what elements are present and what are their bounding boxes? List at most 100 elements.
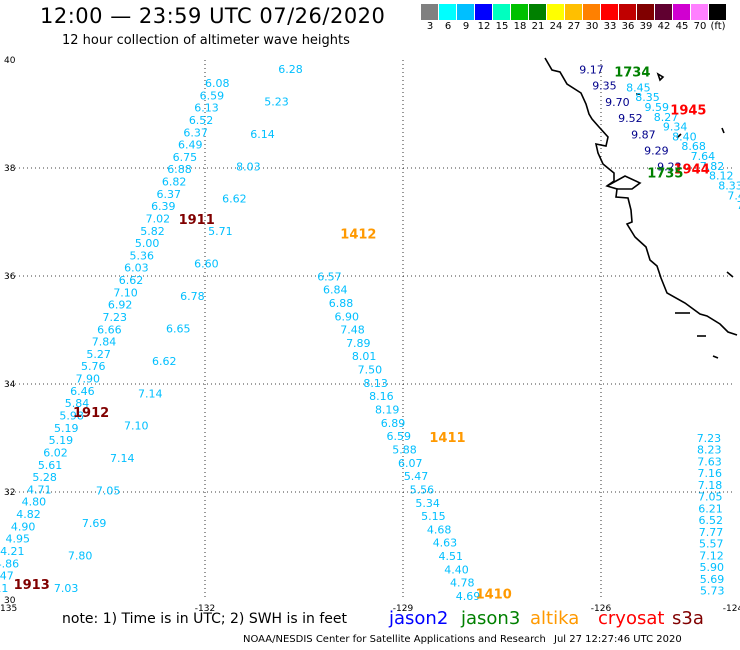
wave-height-label: 7.63 xyxy=(697,455,722,468)
pass-time-label: 1734 xyxy=(614,66,650,81)
wave-height-label: 5.61 xyxy=(38,459,63,472)
wave-height-label: 6.62 xyxy=(119,274,144,287)
wave-height-label: 6.62 xyxy=(222,193,247,206)
pass-time-label: 1911 xyxy=(179,213,215,228)
wave-height-label: 5.84 xyxy=(65,397,90,410)
wave-height-label: 8.23 xyxy=(697,444,722,457)
wave-height-label: 8.27 xyxy=(654,111,679,124)
color-scale-swatch xyxy=(565,4,582,20)
inland-mark-d xyxy=(726,271,734,278)
wave-height-label: 4.82 xyxy=(16,508,40,521)
wave-height-label: 5.28 xyxy=(32,471,57,484)
jason3-track-b: 6.086.596.136.526.376.496.756.886.826.37… xyxy=(0,77,230,595)
wave-height-label: 5.27 xyxy=(86,348,111,361)
wave-height-label: 6.59 xyxy=(200,89,225,102)
wave-height-label: 6.07 xyxy=(398,457,423,470)
wave-height-label: 7.48 xyxy=(340,324,365,337)
wave-height-label: 8.33 xyxy=(718,179,740,192)
lat-tick-label: 30 xyxy=(4,596,16,606)
wave-height-label: 9.17 xyxy=(579,64,604,77)
wave-height-label: 4.71 xyxy=(27,483,52,496)
wave-height-label: 4.69 xyxy=(456,590,481,603)
mission-legend-jason2: jason2 xyxy=(389,608,449,629)
wave-height-label: 6.52 xyxy=(189,114,214,127)
wave-height-label: 7.82 xyxy=(700,160,725,173)
wave-height-label: 6.03 xyxy=(124,262,149,275)
color-scale-tick: (ft) xyxy=(710,21,726,32)
mission-legend-s3a: s3a xyxy=(672,608,704,629)
wave-height-label: 6.88 xyxy=(167,163,192,176)
wave-height-label: 4.51 xyxy=(438,550,463,563)
jason3-track-d: 8.458.359.598.279.348.408.687.647.828.12… xyxy=(626,81,740,212)
wave-height-label: 6.37 xyxy=(156,188,181,201)
inland-mark-b xyxy=(676,133,682,139)
wave-height-label: 6.59 xyxy=(387,430,412,443)
wave-height-label: 6.21 xyxy=(698,502,723,515)
coastline xyxy=(544,57,738,359)
wave-height-label: 7.03 xyxy=(54,582,79,595)
wave-height-label: 8.68 xyxy=(681,140,706,153)
color-scale-swatch xyxy=(691,4,708,20)
wave-height-label: 7.02 xyxy=(146,212,171,225)
wave-height-label: 6.84 xyxy=(323,284,348,297)
wave-height-label: 7.73 xyxy=(737,199,740,212)
wave-height-label: 4.90 xyxy=(11,520,36,533)
pass-time-label: 1410 xyxy=(476,587,512,602)
wave-height-label: 9.87 xyxy=(631,128,656,141)
color-scale-swatch xyxy=(709,4,726,20)
wave-height-label: 5.90 xyxy=(699,561,724,574)
credit-text: NOAA/NESDIS Center for Satellite Applica… xyxy=(243,634,546,645)
pass-time-label: 1944 xyxy=(674,162,710,177)
lat-tick-label: 38 xyxy=(4,164,16,174)
mission-legend-jason3: jason3 xyxy=(461,608,521,629)
wave-height-label: 5.71 xyxy=(208,225,233,238)
wave-height-label: 4.78 xyxy=(450,577,475,590)
color-scale-tick: 39 xyxy=(639,21,653,32)
wave-height-label: 4.95 xyxy=(5,533,30,546)
wave-height-label: 5.56 xyxy=(410,483,435,496)
inland-mark-c xyxy=(721,127,725,134)
wave-height-label: 6.92 xyxy=(108,299,132,312)
wave-height-label: 8.16 xyxy=(369,390,394,403)
color-scale-swatch xyxy=(511,4,528,20)
wave-height-label: 4.21 xyxy=(0,545,25,558)
wave-height-label: 9.34 xyxy=(663,121,688,134)
wave-height-label: 7.10 xyxy=(113,286,138,299)
generated-timestamp: Jul 27 12:27:46 UTC 2020 xyxy=(554,634,682,645)
color-scale-swatch xyxy=(583,4,600,20)
wave-height-label: 6.75 xyxy=(173,151,198,164)
wave-height-label: 5.23 xyxy=(264,95,289,108)
wave-height-label: 7.69 xyxy=(82,517,107,530)
wave-height-label: 4.47 xyxy=(0,570,14,583)
color-scale-tick: 27 xyxy=(567,21,581,32)
wave-height-label: 7.89 xyxy=(346,337,371,350)
wave-height-label: 9.35 xyxy=(592,80,617,93)
wave-height-label: 6.65 xyxy=(166,322,191,335)
color-scale-tick: 24 xyxy=(549,21,563,32)
wave-height-label: 6.39 xyxy=(151,200,176,213)
footer-note: note: 1) Time is in UTC; 2) SWH is in fe… xyxy=(62,611,348,627)
color-scale-swatch xyxy=(673,4,690,20)
color-scale-tick: 18 xyxy=(513,21,527,32)
lon-tick-label: -124 xyxy=(723,604,740,614)
wave-height-label: 7.90 xyxy=(76,373,101,386)
lat-lon-grid xyxy=(7,60,733,600)
wave-height-label: 7.10 xyxy=(124,420,149,433)
wave-height-label: 5.57 xyxy=(699,538,724,551)
color-scale-tick: 3 xyxy=(426,21,434,32)
wave-height-label: 5.88 xyxy=(392,443,417,456)
wave-height-label: 9.29 xyxy=(644,145,669,158)
wave-height-label: 7.23 xyxy=(103,311,128,324)
wave-height-label: 6.57 xyxy=(317,270,342,283)
color-scale-swatch xyxy=(421,4,438,20)
wave-height-label: 8.45 xyxy=(626,81,651,94)
wave-height-label: 6.88 xyxy=(329,297,354,310)
wave-height-label: 9.23 xyxy=(657,161,682,174)
wave-height-label: 7.05 xyxy=(96,485,121,498)
pass-time-label: 1411 xyxy=(429,431,465,446)
wave-height-label: 5.19 xyxy=(54,422,79,435)
color-scale-swatch xyxy=(547,4,564,20)
color-scale-tick: 36 xyxy=(621,21,635,32)
wave-height-label: 6.66 xyxy=(97,323,122,336)
